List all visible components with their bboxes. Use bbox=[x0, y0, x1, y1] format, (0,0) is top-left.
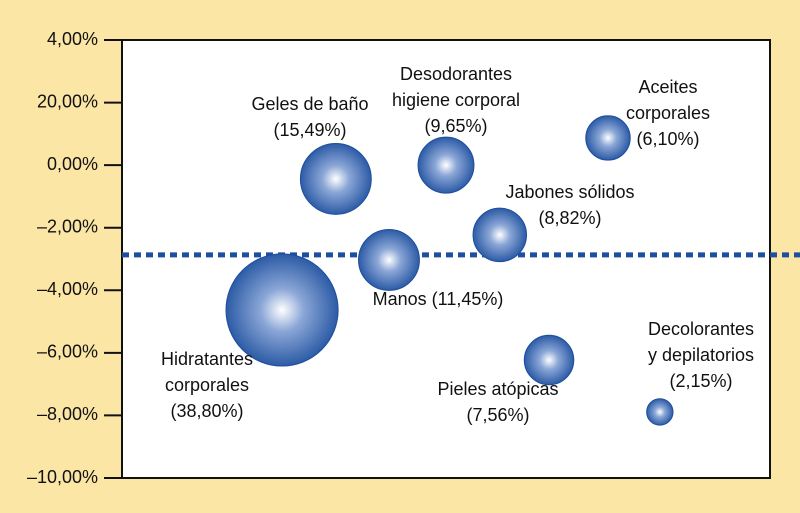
y-tick-label: 0,00% bbox=[47, 154, 98, 174]
label-name: Hidratantes bbox=[161, 349, 253, 369]
y-tick-label: –6,00% bbox=[37, 342, 98, 362]
y-tick-label: –10,00% bbox=[27, 467, 98, 487]
label-name: higiene corporal bbox=[392, 90, 520, 110]
bubble bbox=[585, 115, 631, 161]
y-tick-label: –8,00% bbox=[37, 404, 98, 424]
label-name: Jabones sólidos bbox=[505, 182, 634, 202]
bubble bbox=[299, 142, 372, 215]
label-size: (9,65%) bbox=[424, 116, 487, 136]
bubble bbox=[417, 136, 475, 194]
label-name: corporales bbox=[626, 103, 710, 123]
label-size: (11,45%) bbox=[432, 289, 504, 309]
bubble bbox=[523, 334, 575, 386]
label-name: corporales bbox=[165, 375, 249, 395]
label-size: (8,82%) bbox=[538, 208, 601, 228]
label-size: (2,15%) bbox=[669, 371, 732, 391]
label-name: y depilatorios bbox=[648, 345, 754, 365]
y-tick-label: 4,00% bbox=[47, 29, 98, 49]
label-size: (6,10%) bbox=[636, 129, 699, 149]
label-name: Pieles atópicas bbox=[437, 379, 558, 399]
bubble bbox=[225, 253, 339, 367]
y-tick-label: –2,00% bbox=[37, 216, 98, 236]
label-name: Decolorantes bbox=[648, 319, 754, 339]
bubble bbox=[472, 207, 528, 263]
y-tick-label: 20,00% bbox=[37, 91, 98, 111]
label-name: Geles de baño bbox=[251, 94, 368, 114]
label-name: Manos bbox=[373, 289, 427, 309]
y-tick-label: –4,00% bbox=[37, 279, 98, 299]
label-size: (7,56%) bbox=[466, 405, 529, 425]
label-size: (38,80%) bbox=[170, 401, 243, 421]
label-size: (15,49%) bbox=[273, 120, 346, 140]
label-name: Desodorantes bbox=[400, 64, 512, 84]
bubble bbox=[646, 398, 674, 426]
label-name: Aceites bbox=[638, 77, 697, 97]
data-label: Manos (11,45%) bbox=[373, 289, 504, 309]
bubble bbox=[358, 228, 420, 291]
